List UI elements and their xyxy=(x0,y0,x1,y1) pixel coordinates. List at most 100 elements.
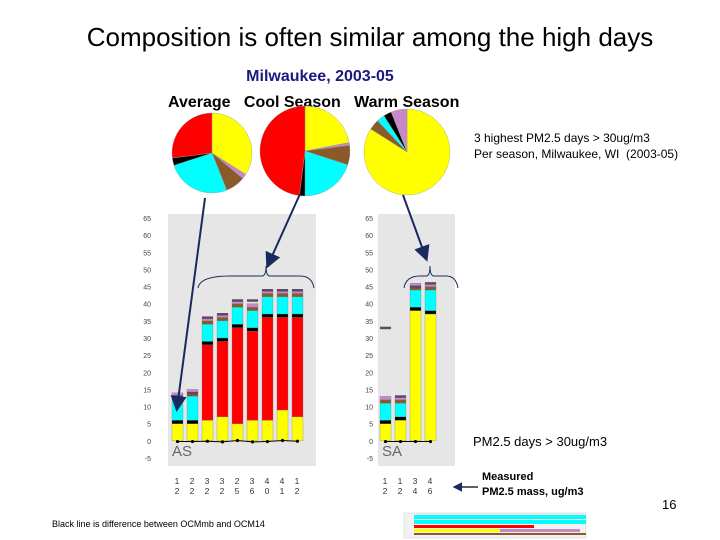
bar-segment-ocm xyxy=(186,396,199,421)
arrow-warm-season xyxy=(402,194,430,262)
footnote: Black line is difference between OCMmb a… xyxy=(52,519,265,529)
bar-segment-nitrate xyxy=(201,344,214,421)
y-tick-label: 5 xyxy=(147,422,151,429)
mass-marker xyxy=(202,316,213,319)
category-label-bottom: 6 xyxy=(428,486,433,496)
bar-panels: 65605550454035302520151050-5122232322536… xyxy=(143,214,455,496)
location-subtitle: Milwaukee, 2003-05 xyxy=(246,68,394,85)
category-label-top: 1 xyxy=(383,476,388,486)
mass-marker xyxy=(187,391,198,395)
bar-segment-ec xyxy=(276,293,289,298)
difference-point xyxy=(398,439,403,444)
mass-marker xyxy=(395,395,406,398)
mass-marker xyxy=(232,299,243,302)
category-label-bottom: 2 xyxy=(190,486,195,496)
bar-segment-other xyxy=(246,303,259,308)
measured-line-2: PM2.5 mass, ug/m3 xyxy=(482,486,584,498)
mass-marker xyxy=(217,313,228,316)
bar-segment-ocm xyxy=(261,296,274,315)
thumbnail-strip xyxy=(403,512,587,539)
category-label-top: 4 xyxy=(280,476,285,486)
bar-segment-ammonium xyxy=(231,324,244,328)
mass-marker xyxy=(247,299,258,302)
bar-segment-ammonium xyxy=(424,310,437,315)
pie-warm-season xyxy=(363,108,451,196)
brace-warm-season xyxy=(403,265,459,289)
difference-point xyxy=(220,440,225,444)
bar-segment-nitrate xyxy=(276,317,289,411)
y-tick-label: 20 xyxy=(365,370,373,377)
y-tick-label: -5 xyxy=(367,456,373,463)
bar-segment-nitrate xyxy=(261,317,274,421)
y-tick-label: 65 xyxy=(365,216,373,223)
bar-segment-nitrate xyxy=(216,341,229,418)
bar-segment-ocm xyxy=(394,402,407,418)
y-tick-label: 15 xyxy=(143,387,151,394)
bar-segment-sulfate xyxy=(261,420,274,442)
bar-segment-ec xyxy=(291,293,304,298)
difference-point xyxy=(280,438,285,443)
bar-segment-ammonium xyxy=(186,420,199,424)
measured-mass-label: Measured PM2.5 mass, ug/m3 xyxy=(482,470,584,500)
difference-point xyxy=(413,439,418,444)
bar-segment-ec xyxy=(379,399,392,404)
bar-segment-ocm xyxy=(409,289,422,308)
y-tick-label: 25 xyxy=(365,353,373,360)
brace-cool-season xyxy=(197,265,315,289)
bar-segment-sulfate xyxy=(216,416,229,442)
difference-point xyxy=(428,439,433,444)
category-label-bottom: 6 xyxy=(250,486,255,496)
panel-label: AS xyxy=(172,443,192,460)
panel-label: SA xyxy=(382,443,402,460)
bar-segment-ocm xyxy=(246,310,259,328)
bar-segment-ammonium xyxy=(246,327,259,332)
category-label-top: 1 xyxy=(295,476,300,486)
bar-segment-ammonium xyxy=(394,416,407,421)
bar-segment-ocm xyxy=(216,320,229,339)
category-label-top: 2 xyxy=(235,476,240,486)
y-tick-label: 50 xyxy=(365,267,373,274)
category-label-bottom: 2 xyxy=(295,486,300,496)
bar-segment-ec xyxy=(246,306,259,311)
y-tick-label: 55 xyxy=(143,250,151,257)
y-tick-label: 15 xyxy=(365,387,373,394)
bar-segment-ammonium xyxy=(216,337,229,342)
bar-segment-sulfate xyxy=(231,423,244,442)
pie-cool-season xyxy=(259,105,351,197)
category-label-top: 3 xyxy=(413,476,418,486)
category-label-bottom: 0 xyxy=(265,486,270,496)
bar-segment-ec xyxy=(394,399,407,404)
season-labels: Average Cool Season Warm Season xyxy=(168,94,460,111)
pie-slice-nitrate xyxy=(171,112,213,159)
note-line-2: Per season, Milwaukee, WI (2003-05) xyxy=(474,147,679,161)
y-tick-label: 35 xyxy=(143,319,151,326)
bar-segment-ocm xyxy=(291,296,304,315)
thumbnail-bar xyxy=(414,525,534,528)
thumbnail-bar xyxy=(414,515,586,519)
bar-segment-ocm xyxy=(201,324,214,342)
y-tick-label: 30 xyxy=(143,336,151,343)
bar-segment-ocm xyxy=(424,289,437,311)
category-label-bottom: 4 xyxy=(413,486,418,496)
bar-segment-ammonium xyxy=(171,420,184,424)
pie-charts xyxy=(171,105,451,197)
bar-segment-ammonium xyxy=(261,313,274,318)
bar-segment-ec xyxy=(216,317,229,322)
category-label-bottom: 2 xyxy=(175,486,180,496)
y-tick-label: 10 xyxy=(365,405,373,412)
difference-point xyxy=(295,439,300,443)
bar-segment-sulfate xyxy=(201,420,214,442)
bar-segment-ammonium xyxy=(276,313,289,318)
bar-segment-sulfate xyxy=(186,423,199,442)
y-tick-label: 0 xyxy=(369,439,373,446)
y-tick-label: -5 xyxy=(145,456,151,463)
y-tick-label: 45 xyxy=(365,285,373,292)
bar-segment-ec xyxy=(261,293,274,298)
bar-segment-sulfate xyxy=(171,423,184,442)
pie-slice-nitrate xyxy=(259,105,306,196)
bar-panel-as: 65605550454035302520151050-5122232322536… xyxy=(143,214,316,496)
category-label-top: 1 xyxy=(175,476,180,486)
bar-segment-sulfate xyxy=(379,423,392,442)
thumbnail-bar xyxy=(414,533,586,535)
